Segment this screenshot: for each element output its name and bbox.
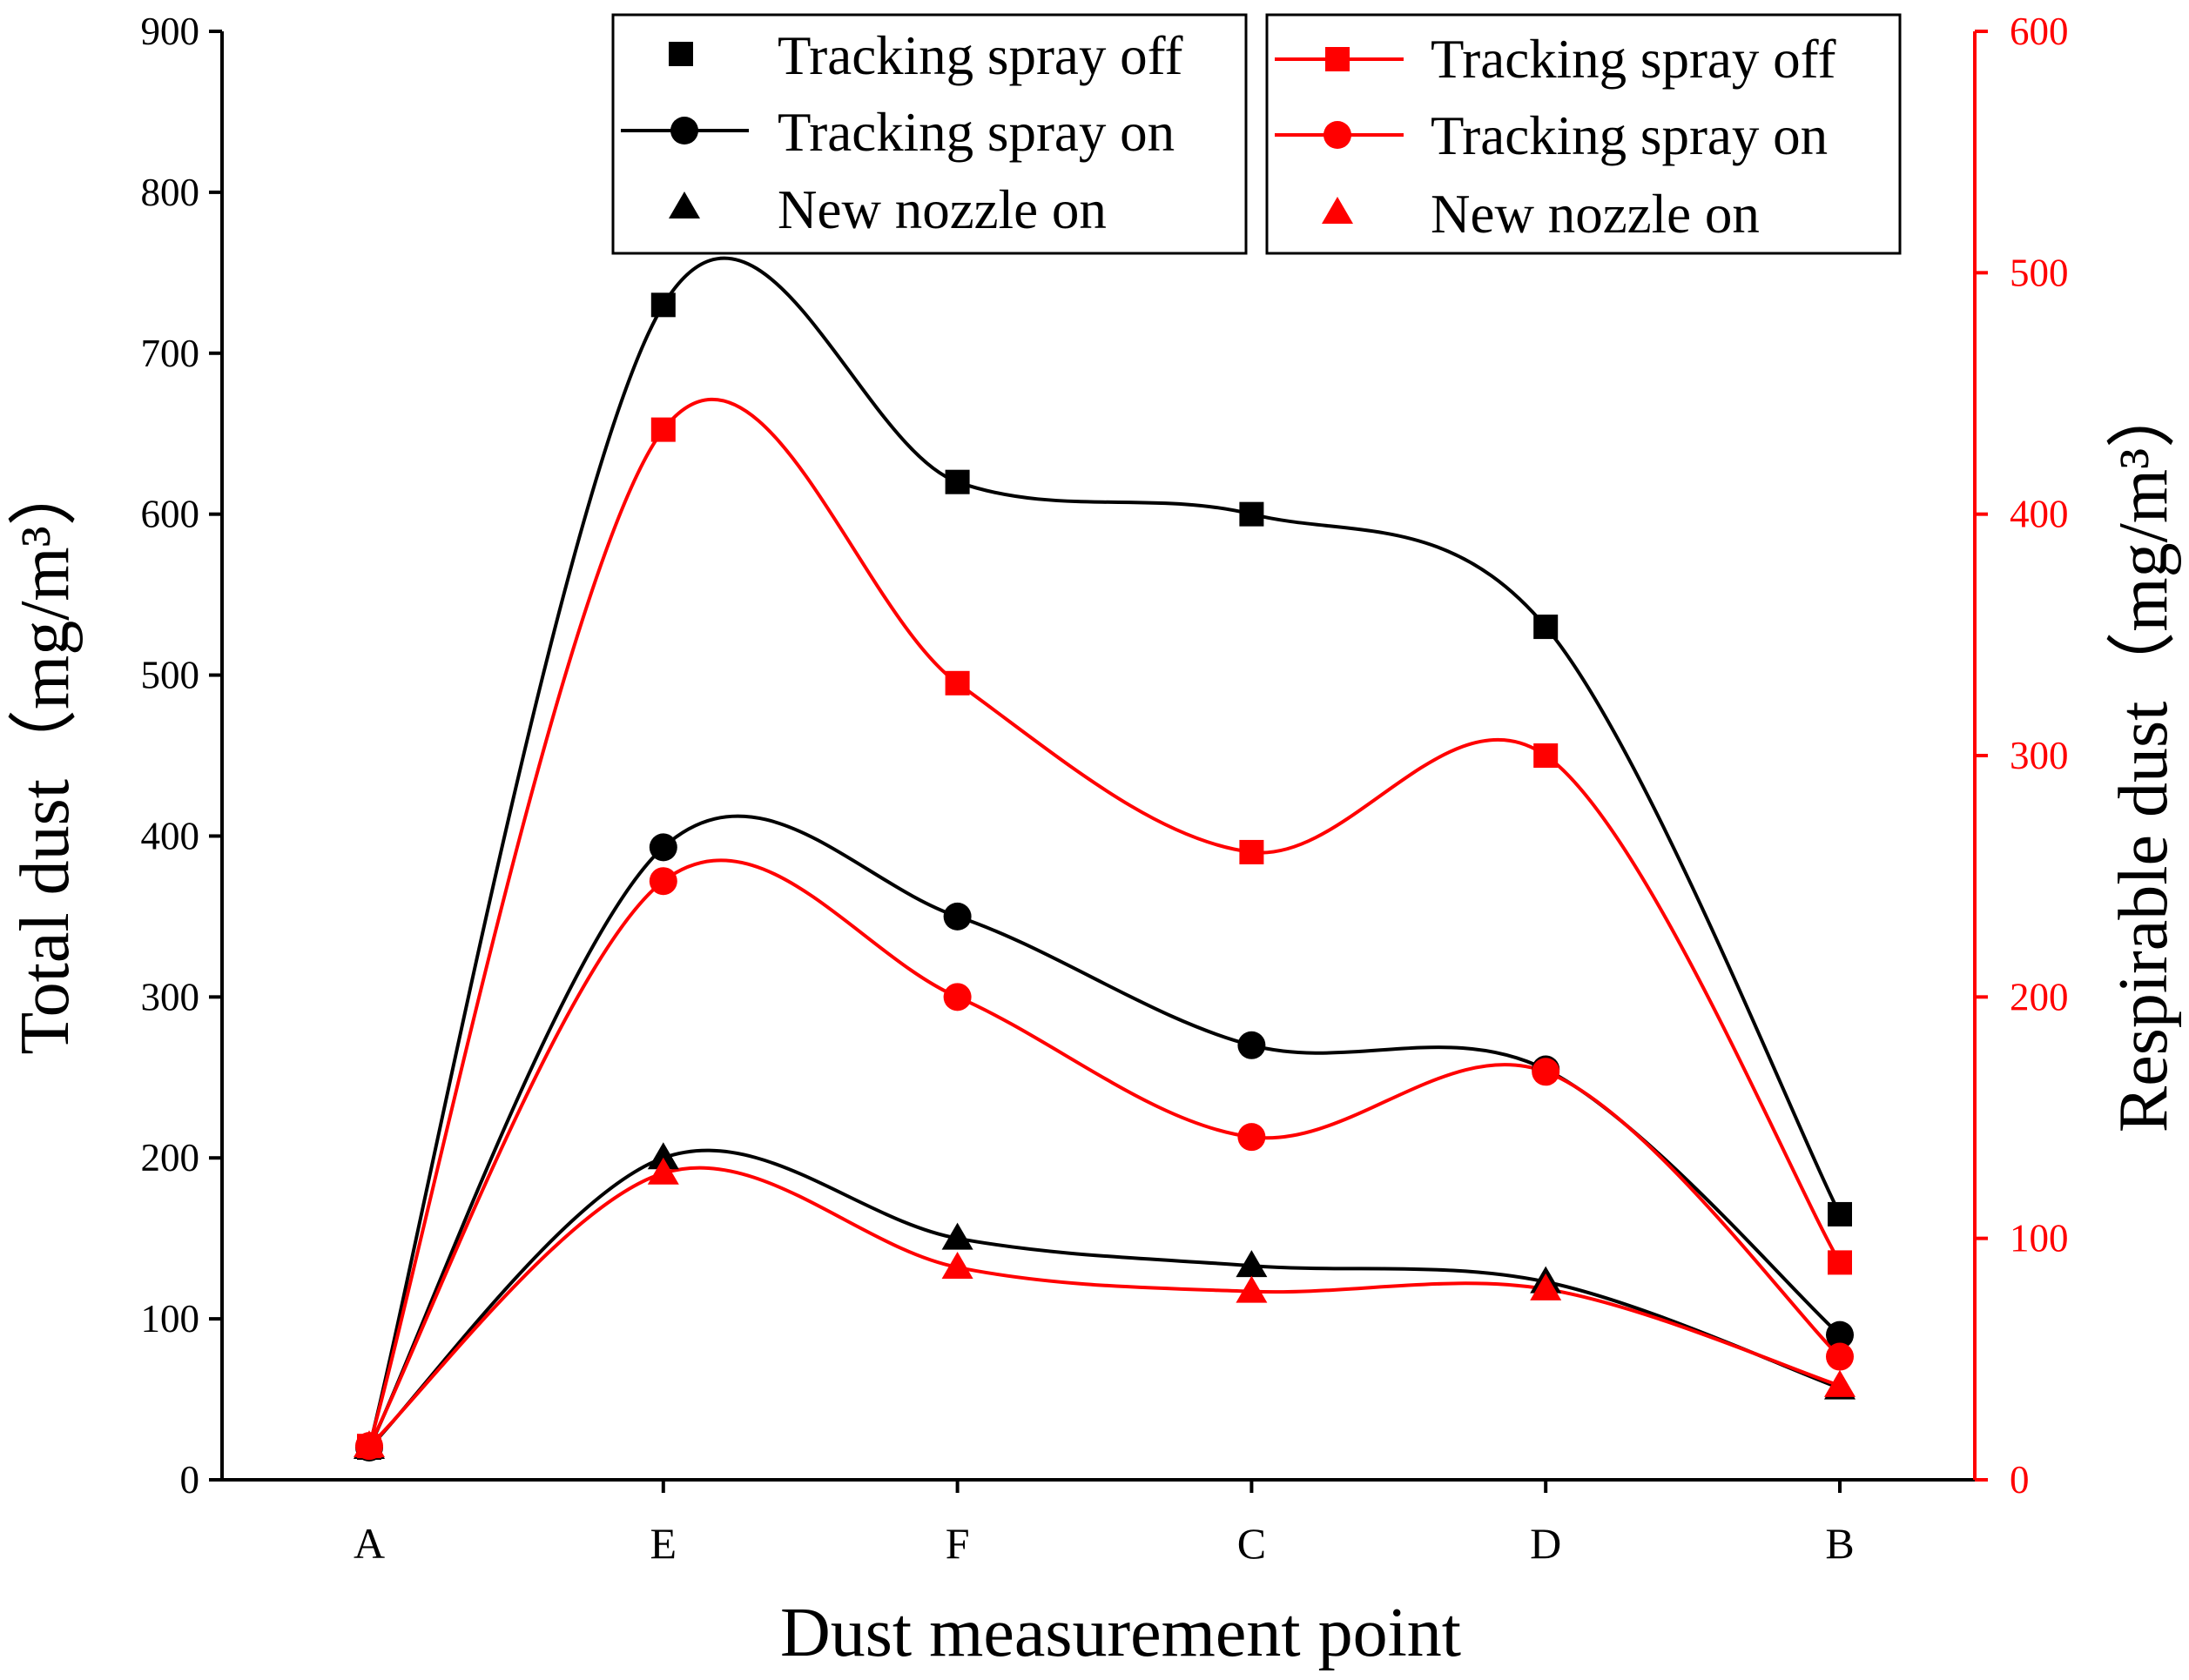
- data-point-left-circle: [1826, 1320, 1854, 1349]
- right-y-tick-label: 200: [2010, 975, 2069, 1018]
- data-point-right-triangle: [1530, 1273, 1562, 1300]
- legend-left-triangle-marker: [669, 192, 700, 218]
- x-category-label: C: [1237, 1519, 1266, 1568]
- data-point-left-triangle: [1236, 1250, 1268, 1278]
- series-lines: [367, 256, 1842, 1449]
- legend-right-circle-marker: [1324, 121, 1351, 149]
- left-y-tick-label: 500: [141, 654, 200, 697]
- legend-right-box: [1265, 13, 1902, 255]
- left-y-tick-label: 900: [141, 10, 200, 53]
- left-y-tick-label: 200: [141, 1136, 200, 1179]
- series-markers: [354, 292, 1856, 1462]
- legend-left-box: [611, 13, 1248, 255]
- data-point-right-triangle: [1824, 1369, 1856, 1397]
- legend-left-circle-marker: [670, 117, 698, 144]
- data-point-left-square: [945, 469, 970, 494]
- data-point-right-circle: [649, 867, 677, 896]
- data-point-right-triangle: [941, 1251, 973, 1279]
- legend-right-square-marker: [1325, 47, 1350, 71]
- data-point-right-triangle: [647, 1157, 679, 1185]
- right-y-tick-label: 400: [2010, 493, 2069, 536]
- data-point-right-circle: [1237, 1123, 1266, 1152]
- legend-left-label-on: Tracking spray on: [778, 102, 1175, 163]
- right-y-tick-label: 100: [2010, 1217, 2069, 1260]
- right-y-tick-label: 500: [2010, 251, 2069, 294]
- data-point-right-circle: [943, 983, 972, 1011]
- legend-right-triangle-marker: [1322, 197, 1353, 224]
- right-y-tick-label: 0: [2010, 1458, 2030, 1502]
- axis-ticks: 0 100 200 300 400 500 600 700 800 900 0 100 200 300 40…: [141, 10, 2069, 1568]
- series-line-left-triangle: [367, 1148, 1841, 1449]
- series-line-right-circle: [367, 858, 1842, 1448]
- series-line-right-triangle: [367, 1166, 1841, 1448]
- data-point-right-square: [945, 670, 970, 696]
- data-point-left-circle: [943, 902, 972, 931]
- data-point-left-square: [1239, 501, 1264, 527]
- left-y-axis-title: Total dust（mg/m³）: [7, 456, 84, 1054]
- x-category-label: B: [1825, 1519, 1854, 1568]
- series-line-right-square: [367, 398, 1842, 1447]
- x-category-label: F: [946, 1519, 970, 1568]
- left-y-tick-label: 400: [141, 814, 200, 857]
- legend-left-label-off: Tracking spray off: [778, 25, 1182, 86]
- data-point-right-triangle: [354, 1430, 385, 1458]
- x-category-label: E: [650, 1519, 677, 1568]
- data-point-right-square: [650, 417, 676, 442]
- x-category-label: A: [354, 1519, 385, 1568]
- legend-right-label-off: Tracking spray off: [1431, 29, 1835, 90]
- data-point-right-circle: [1826, 1342, 1854, 1371]
- legend-left: Tracking spray off Tracking spray on New…: [611, 13, 1248, 255]
- right-y-tick-label: 600: [2010, 10, 2069, 53]
- left-y-tick-label: 100: [141, 1297, 200, 1341]
- data-point-left-square: [1828, 1201, 1852, 1226]
- legend-right-label-on: Tracking spray on: [1431, 105, 1828, 166]
- data-point-left-triangle: [647, 1142, 679, 1170]
- right-y-tick-label: 300: [2010, 734, 2069, 777]
- series-line-left-circle: [367, 814, 1842, 1448]
- data-point-right-circle: [1532, 1058, 1560, 1086]
- data-point-left-triangle: [941, 1222, 973, 1250]
- left-y-tick-label: 600: [141, 493, 200, 536]
- data-point-right-square: [1828, 1250, 1852, 1275]
- x-category-label: D: [1530, 1519, 1561, 1568]
- data-point-left-square: [650, 292, 676, 318]
- left-y-tick-label: 700: [141, 332, 200, 375]
- legend-left-square-marker: [669, 42, 693, 66]
- x-axis-title: Dust measurement point: [780, 1595, 1461, 1671]
- left-y-tick-label: 300: [141, 975, 200, 1018]
- series-line-left-square: [367, 256, 1842, 1448]
- left-y-tick-label: 800: [141, 171, 200, 214]
- data-point-left-circle: [649, 833, 677, 862]
- data-point-right-square: [1533, 743, 1559, 768]
- legend-left-label-nozzle: New nozzle on: [778, 179, 1107, 240]
- data-point-right-triangle: [1236, 1275, 1268, 1303]
- legend-right: Tracking spray off Tracking spray on New…: [1265, 13, 1902, 255]
- legend-right-label-nozzle: New nozzle on: [1431, 184, 1760, 245]
- data-point-left-square: [1533, 615, 1559, 640]
- right-y-axis-title: Respirable dust（mg/m³）: [2105, 379, 2182, 1132]
- data-point-right-square: [1239, 839, 1264, 864]
- left-y-tick-label: 0: [180, 1458, 200, 1502]
- data-point-left-circle: [1237, 1031, 1266, 1059]
